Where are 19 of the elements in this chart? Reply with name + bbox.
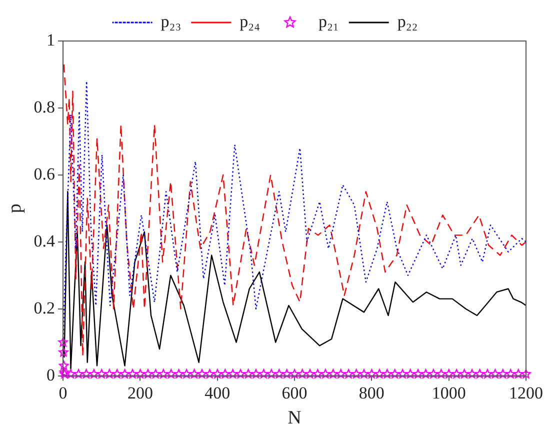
- y-tick-label: 0.4: [34, 231, 56, 250]
- y-tick-label: 0: [46, 365, 56, 384]
- x-tick-label: 1000: [432, 383, 466, 402]
- y-tick-label: 0.6: [34, 164, 56, 184]
- y-axis-title: p: [4, 204, 26, 214]
- legend-label: p₂₄: [240, 12, 260, 31]
- y-tick-label: 0.2: [34, 298, 56, 318]
- x-tick-label: 600: [282, 383, 308, 402]
- x-axis-title: N: [288, 408, 302, 429]
- x-tick-label: 200: [127, 383, 153, 402]
- x-tick-label: 1200: [509, 383, 543, 402]
- legend-label: p₂₃: [160, 12, 182, 31]
- x-tick-label: 0: [58, 383, 68, 402]
- legend-label: p₂₂: [397, 12, 418, 31]
- legend-label: p₂₁: [318, 12, 339, 31]
- x-tick-label: 800: [358, 383, 384, 402]
- x-tick-label: 400: [204, 383, 230, 402]
- y-tick-label: 0.8: [34, 97, 56, 116]
- y-tick-label: 1: [46, 30, 56, 50]
